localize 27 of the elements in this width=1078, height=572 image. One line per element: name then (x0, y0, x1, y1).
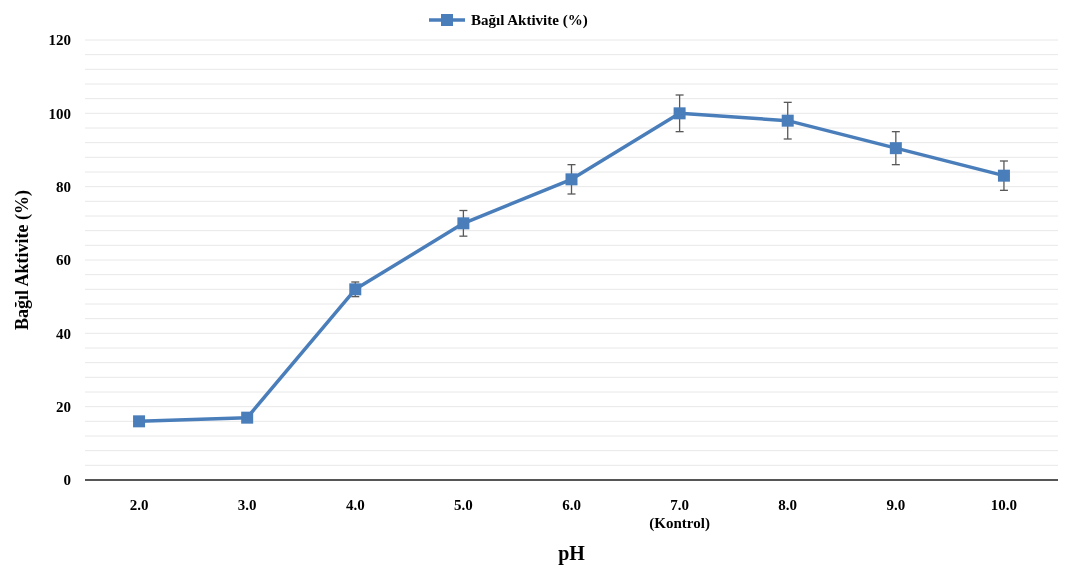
x-tick-label: 7.0 (Kontrol) (649, 497, 710, 532)
y-tick-label: 100 (48, 105, 71, 122)
x-axis-title: pH (558, 542, 586, 565)
point (457, 217, 470, 230)
x-tick-label: 9.0 (886, 497, 906, 513)
x-tick-label: 8.0 (778, 497, 798, 513)
x-tick-label: 3.0 (237, 497, 257, 513)
y-tick-label: 120 (48, 32, 71, 49)
x-tick-label: 5.0 (454, 497, 473, 513)
y-tick-label: 20 (56, 398, 71, 415)
y-tick-label: 40 (56, 325, 71, 342)
point (781, 114, 794, 127)
point (565, 173, 578, 186)
point (997, 169, 1010, 182)
x-tick-label: 10.0 (990, 497, 1018, 513)
x-tick-label: 4.0 (345, 497, 365, 513)
point (673, 107, 686, 120)
legend-label: Bağıl Aktivite (%) (471, 12, 588, 30)
point (133, 415, 146, 428)
x-tick-label: 6.0 (562, 497, 581, 513)
y-tick-label: 80 (56, 178, 71, 195)
point (889, 142, 902, 155)
point (241, 411, 254, 424)
y-tick-label: 60 (56, 252, 71, 269)
y-axis-title: Bağıl Aktivite (%) (12, 190, 33, 330)
y-tick-label: 0 (63, 472, 71, 489)
x-tick-label: 2.0 (129, 497, 149, 513)
